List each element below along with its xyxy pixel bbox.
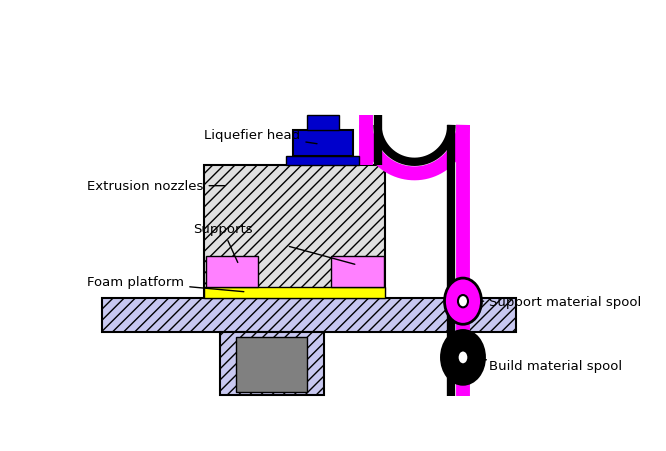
Bar xyxy=(306,115,339,131)
Bar xyxy=(286,156,359,166)
Text: Support material spool: Support material spool xyxy=(482,295,641,308)
Bar xyxy=(293,131,353,156)
Bar xyxy=(204,166,385,299)
Bar xyxy=(236,337,306,392)
Bar xyxy=(204,287,385,299)
Text: Build material spool: Build material spool xyxy=(486,359,622,372)
Text: Foam platform: Foam platform xyxy=(87,276,244,292)
Ellipse shape xyxy=(442,331,485,385)
Ellipse shape xyxy=(458,351,468,364)
Bar xyxy=(331,256,384,287)
Ellipse shape xyxy=(444,278,482,325)
Bar xyxy=(206,256,258,287)
Bar xyxy=(102,299,516,332)
Text: Extrusion nozzles: Extrusion nozzles xyxy=(87,180,224,193)
Ellipse shape xyxy=(458,295,468,308)
Bar xyxy=(220,332,324,395)
Text: Supports: Supports xyxy=(192,223,252,263)
Text: Liquefier head: Liquefier head xyxy=(204,128,317,144)
